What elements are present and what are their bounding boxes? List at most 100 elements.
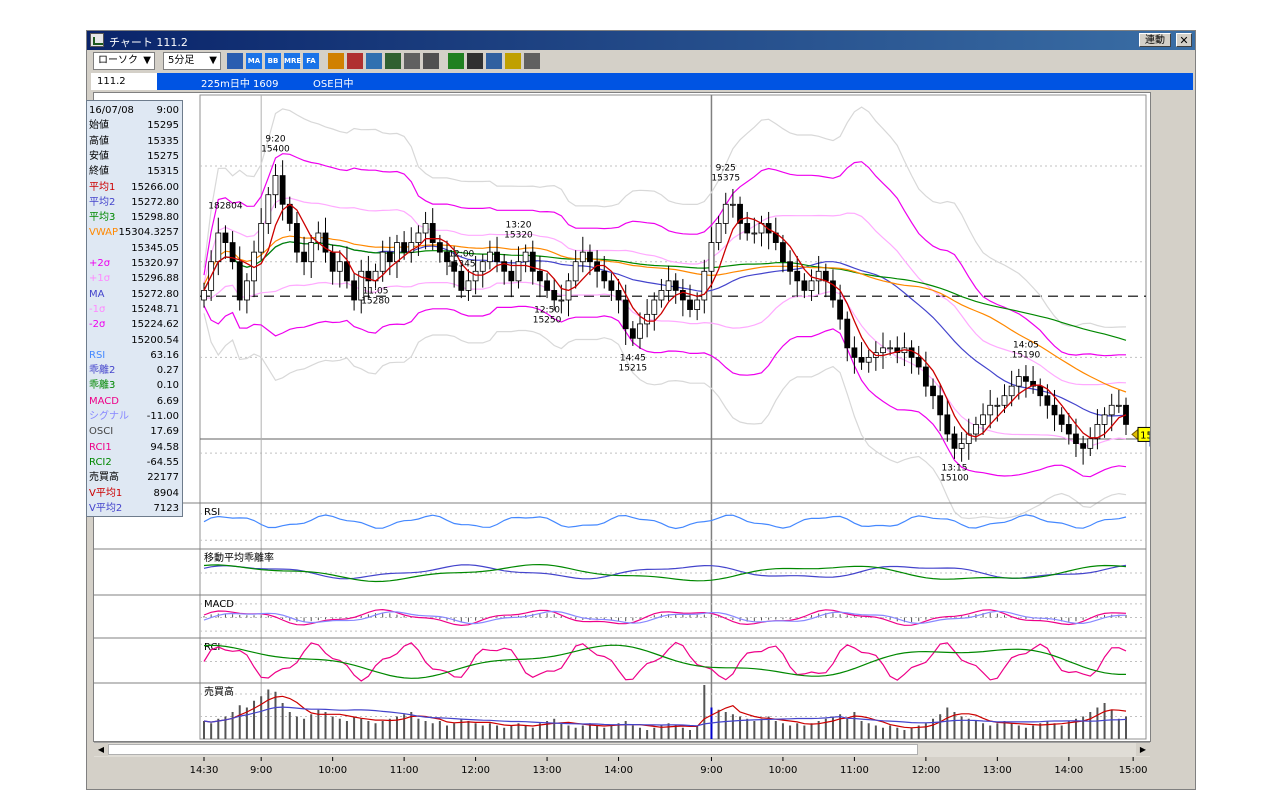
- interval-select[interactable]: 5分足 ▼: [163, 52, 221, 70]
- zigzag-icon[interactable]: [347, 53, 363, 69]
- candle: [865, 349, 872, 373]
- window-title: チャート 111.2: [109, 36, 188, 49]
- candle-body: [494, 251, 500, 263]
- candle-body: [851, 347, 858, 358]
- candle: [915, 345, 922, 375]
- data-label: -1σ: [89, 303, 106, 315]
- candle-body: [644, 313, 651, 325]
- candle-body: [322, 232, 329, 253]
- candle: [973, 416, 979, 442]
- chart-type-select[interactable]: ローソク ▼: [93, 52, 155, 70]
- data-label: 平均1: [89, 181, 116, 193]
- candle: [765, 211, 772, 250]
- eraser-icon[interactable]: [486, 53, 502, 69]
- star-icon[interactable]: [366, 53, 382, 69]
- candle-body: [201, 290, 207, 301]
- candle: [729, 188, 736, 218]
- candle-body: [451, 261, 458, 272]
- data-label: 乖離3: [89, 380, 116, 392]
- candle: [243, 273, 250, 314]
- close-icon[interactable]: ✕: [1176, 33, 1192, 47]
- kairi-2-line: [203, 564, 1127, 580]
- candle: [715, 215, 722, 251]
- candle-body: [444, 251, 450, 263]
- data-row: 15345.05: [87, 241, 182, 256]
- scroll-left-icon[interactable]: ◀: [94, 743, 108, 756]
- mre-icon[interactable]: MRE: [284, 53, 301, 69]
- bollinger-upper2-line: [203, 153, 1126, 357]
- candle-body: [344, 261, 350, 282]
- data-value: 7123: [153, 502, 179, 514]
- candle: [1115, 389, 1122, 413]
- candle: [801, 273, 808, 299]
- data-label: 平均2: [89, 196, 116, 208]
- candle-body: [1123, 404, 1129, 425]
- ma-icon[interactable]: MA: [246, 53, 262, 69]
- time-tick-label: 12:00: [911, 765, 940, 776]
- scroll-right-icon[interactable]: ▶: [1136, 743, 1150, 756]
- candle: [1008, 370, 1015, 407]
- candle: [422, 211, 429, 250]
- time-tick-label: 13:00: [533, 765, 562, 776]
- chart-area[interactable]: 151001520015300154009:201540018280411:05…: [93, 92, 1190, 742]
- candle: [436, 234, 443, 263]
- data-value: 15266.00: [131, 181, 179, 193]
- candle: [201, 282, 207, 308]
- candle-body: [708, 242, 715, 272]
- candle: [358, 259, 365, 314]
- candle-body: [930, 385, 936, 397]
- interval-value: 5分足: [168, 55, 195, 66]
- scroll-thumb[interactable]: [108, 744, 918, 755]
- data-value: 15272.80: [131, 196, 179, 208]
- candle-body: [465, 280, 472, 291]
- candle: [944, 399, 951, 442]
- line-icon[interactable]: [328, 53, 344, 69]
- candle-icon[interactable]: [227, 53, 243, 69]
- data-row: 16/07/08 9:00: [87, 103, 182, 118]
- candle-body: [622, 299, 629, 330]
- candle: [279, 160, 286, 221]
- horizontal-scrollbar[interactable]: ◀ ▶: [94, 742, 1150, 757]
- chart-canvas[interactable]: 151001520015300154009:201540018280411:05…: [94, 93, 1190, 741]
- candle: [858, 342, 865, 370]
- data-row: 平均2 15272.80: [87, 195, 182, 210]
- data-row: MA 15272.80: [87, 287, 182, 302]
- data-value: 8904: [153, 487, 179, 499]
- link-button[interactable]: 連動: [1139, 33, 1171, 47]
- candle-body: [687, 299, 693, 310]
- candle-body: [637, 323, 643, 339]
- candle-body: [422, 223, 429, 234]
- time-tick-label: 13:00: [983, 765, 1012, 776]
- candle: [522, 244, 529, 273]
- current-price-arrow-icon: [1131, 428, 1139, 441]
- candle-body: [1087, 438, 1094, 449]
- candle: [708, 227, 715, 288]
- candle-body: [980, 414, 986, 425]
- calc-icon[interactable]: [404, 53, 420, 69]
- data-row: シグナル -11.00: [87, 409, 182, 424]
- data-value: 9:00: [156, 105, 179, 116]
- grid-icon[interactable]: [423, 53, 439, 69]
- data-label: 高値: [89, 135, 109, 147]
- settings-icon[interactable]: [505, 53, 521, 69]
- pen-icon[interactable]: [448, 53, 464, 69]
- annotation-price: 15375: [711, 173, 740, 183]
- cross-icon[interactable]: [524, 53, 540, 69]
- candle: [665, 265, 672, 301]
- data-row: 始値 15295: [87, 118, 182, 133]
- candle-body: [887, 347, 894, 350]
- candle: [744, 211, 751, 241]
- zoom-icon[interactable]: [385, 53, 401, 69]
- bb-icon[interactable]: BB: [265, 53, 281, 69]
- candle: [880, 332, 886, 369]
- cursor-icon[interactable]: [467, 53, 483, 69]
- candle-body: [587, 251, 593, 263]
- candle: [515, 246, 522, 289]
- candle: [251, 240, 257, 298]
- candle: [301, 236, 307, 276]
- data-label: OSCI: [89, 426, 114, 438]
- fa-icon[interactable]: FA: [303, 53, 319, 69]
- candle-body: [722, 203, 729, 224]
- data-label: 売買高: [89, 472, 119, 484]
- time-tick-label: 11:00: [840, 765, 869, 776]
